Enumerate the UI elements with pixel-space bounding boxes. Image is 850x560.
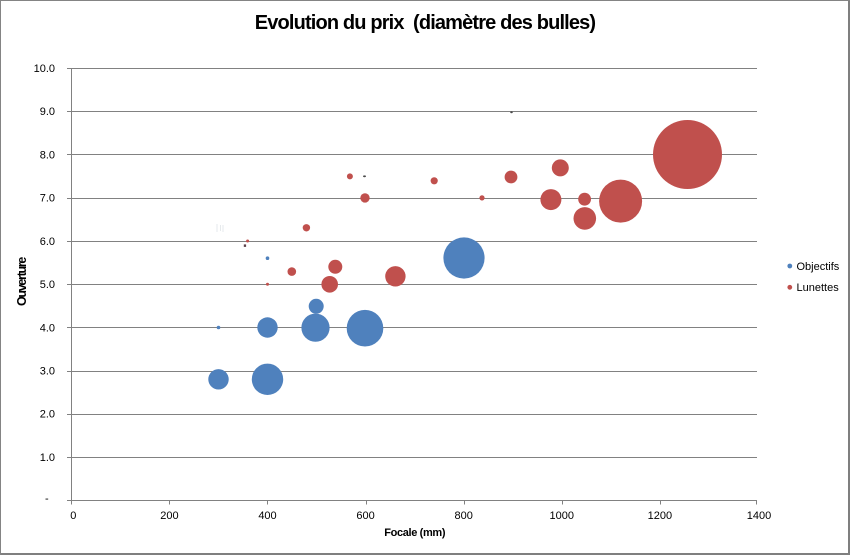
svg-text:Focale (mm): Focale (mm): [384, 527, 446, 539]
svg-text:1.0: 1.0: [40, 452, 55, 464]
svg-text:10.0: 10.0: [34, 63, 55, 75]
svg-text:400: 400: [258, 510, 276, 522]
svg-text:-: -: [45, 493, 49, 505]
svg-text:1400: 1400: [747, 510, 771, 522]
svg-text:5.0: 5.0: [40, 279, 55, 291]
svg-text:1200: 1200: [648, 510, 672, 522]
svg-text:1000: 1000: [550, 510, 574, 522]
svg-text:Ouverture: Ouverture: [15, 257, 29, 306]
svg-text:4.0: 4.0: [40, 322, 55, 334]
svg-text:200: 200: [160, 510, 178, 522]
svg-text:Objectifs: Objectifs: [797, 261, 840, 273]
svg-text:800: 800: [455, 510, 473, 522]
svg-text:0: 0: [70, 510, 76, 522]
svg-text:9.0: 9.0: [40, 106, 55, 118]
svg-text:2.0: 2.0: [40, 409, 55, 421]
svg-text:Lunettes: Lunettes: [797, 282, 840, 294]
svg-text:7.0: 7.0: [40, 193, 55, 205]
svg-text:8.0: 8.0: [40, 149, 55, 161]
svg-text:600: 600: [356, 510, 374, 522]
svg-text:3.0: 3.0: [40, 366, 55, 378]
svg-text:Evolution du prix (diamètre d: Evolution du prix (diamètre des bulles): [255, 12, 596, 34]
svg-text:6.0: 6.0: [40, 236, 55, 248]
